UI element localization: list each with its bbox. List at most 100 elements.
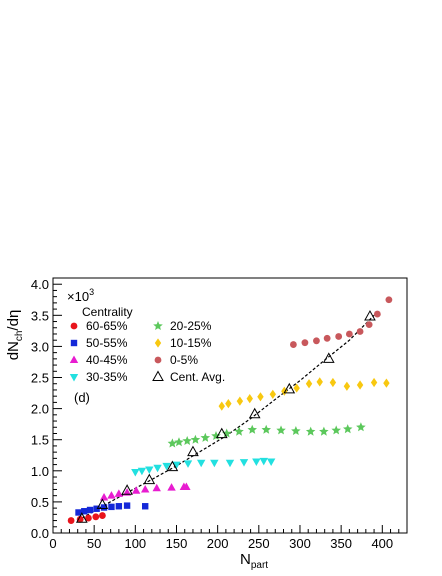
- data-point-40-45: [141, 484, 150, 493]
- legend-label: 0-5%: [170, 353, 198, 367]
- data-point-30-35: [225, 459, 235, 468]
- x-axis-label-sub: part: [251, 560, 268, 571]
- data-point-0-5: [301, 339, 309, 347]
- x-tick-label: 250: [248, 536, 270, 551]
- x-tick-label: 350: [330, 536, 352, 551]
- data-point-20-25: [200, 432, 211, 442]
- legend-label: 60-65%: [86, 319, 128, 333]
- data-point-cent-avg: [96, 498, 109, 510]
- x-tick-label: 100: [124, 536, 146, 551]
- y-axis-label: dNch/dη: [5, 310, 25, 361]
- data-point-10-15: [305, 379, 313, 389]
- y-tick-label: 1.0: [31, 464, 49, 479]
- data-point-40-45: [152, 483, 161, 492]
- data-point-20-25: [167, 438, 178, 448]
- data-point-10-15: [269, 389, 277, 399]
- data-point-40-45: [182, 482, 191, 490]
- data-point-30-35: [162, 462, 171, 471]
- plot-frame: [52, 277, 408, 534]
- y-tick-label: 0.5: [31, 495, 49, 510]
- data-point-30-35: [252, 458, 261, 466]
- data-point-30-35: [153, 464, 162, 473]
- data-point-cent-avg: [143, 473, 156, 485]
- data-point-cent-avg: [121, 484, 133, 495]
- data-point-10-15: [383, 378, 390, 388]
- data-point-0-5: [345, 330, 353, 338]
- legend-label: 20-25%: [170, 319, 212, 333]
- data-point-30-35: [183, 460, 193, 468]
- data-point-20-25: [331, 425, 341, 435]
- data-point-0-5: [335, 333, 343, 340]
- data-point-10-15: [370, 377, 378, 388]
- y-axis-label-tail: /dη: [5, 310, 22, 331]
- y-tick-label: 0.0: [31, 526, 49, 541]
- data-point-20-25: [356, 422, 366, 432]
- data-point-50-55: [142, 503, 149, 510]
- data-point-30-35: [137, 467, 147, 476]
- y-tick-label: 2.0: [31, 402, 49, 417]
- x-tick-label: 300: [289, 536, 311, 551]
- data-point-cent-avg: [248, 407, 261, 419]
- data-point-50-55: [93, 505, 100, 512]
- data-point-40-45: [99, 493, 109, 501]
- legend-title: Centrality: [82, 305, 133, 319]
- data-point-20-25: [222, 428, 232, 438]
- data-point-0-5: [385, 296, 393, 304]
- y-tick-label: 3.5: [31, 308, 49, 323]
- data-points: [67, 296, 393, 524]
- x-tick-label: 50: [87, 536, 101, 551]
- y-tick-label: 4.0: [31, 277, 49, 292]
- legend: 60-65% 50-55% 40-45% 30-35% 20-25% 10-15% 0-5%…: [69, 319, 225, 384]
- data-point-20-25: [247, 424, 257, 434]
- axes: 0 50 100 150 200 250 300 350 400 0.0 0.5 1.0 1.5 2.0 2…: [31, 277, 408, 551]
- data-point-20-25: [305, 426, 316, 436]
- data-point-10-15: [343, 381, 351, 391]
- data-point-cent-avg: [322, 352, 335, 363]
- data-point-40-45: [131, 486, 141, 494]
- data-point-60-65: [92, 513, 100, 521]
- data-point-0-5: [323, 334, 331, 342]
- legend-marker: [152, 370, 164, 381]
- data-point-10-15: [356, 380, 364, 390]
- data-point-0-5: [313, 337, 320, 345]
- data-point-40-45: [107, 491, 116, 499]
- data-point-30-35: [266, 458, 276, 466]
- legend-label: 30-35%: [86, 370, 128, 384]
- data-point-50-55: [123, 502, 131, 509]
- data-point-10-15: [329, 377, 337, 388]
- data-point-30-35: [210, 459, 219, 468]
- x-tick-label: 0: [49, 536, 56, 551]
- data-point-60-65: [85, 514, 92, 522]
- x-tick-label: 200: [207, 536, 229, 551]
- data-point-cent-avg: [75, 512, 88, 523]
- legend-marker: [154, 338, 162, 348]
- panel-label: (d): [74, 390, 90, 405]
- data-point-60-65: [98, 512, 106, 519]
- data-point-20-25: [343, 424, 353, 434]
- data-point-20-25: [174, 437, 184, 447]
- data-point-20-25: [190, 434, 201, 444]
- legend-label: 10-15%: [170, 336, 212, 350]
- data-point-cent-avg: [283, 382, 296, 394]
- legend-label: 40-45%: [86, 353, 128, 367]
- data-point-0-5: [356, 328, 364, 335]
- data-point-10-15: [257, 392, 264, 402]
- data-point-50-55: [81, 508, 88, 515]
- y-multiplier: ×103: [67, 287, 94, 304]
- y-multiplier-exponent: 3: [89, 287, 94, 297]
- data-point-10-15: [293, 383, 300, 393]
- x-tick-label: 150: [166, 536, 188, 551]
- data-point-30-35: [145, 466, 154, 475]
- data-point-0-5: [365, 321, 373, 329]
- data-point-10-15: [225, 399, 232, 409]
- data-point-20-25: [291, 426, 301, 435]
- data-point-40-45: [167, 483, 176, 491]
- data-point-30-35: [196, 459, 206, 468]
- data-point-40-45: [114, 489, 124, 497]
- legend-label: Cent. Avg.: [170, 370, 225, 384]
- data-point-cent-avg: [215, 427, 228, 439]
- legend-marker: [153, 321, 163, 330]
- data-point-20-25: [319, 426, 329, 436]
